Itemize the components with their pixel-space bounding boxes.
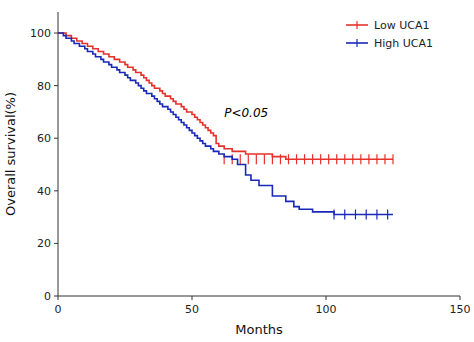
censor-tick xyxy=(344,209,345,219)
censor-tick xyxy=(296,154,297,164)
censor-tick xyxy=(360,154,361,164)
y-axis-line xyxy=(58,12,59,296)
y-tick xyxy=(54,190,58,191)
y-tick xyxy=(54,138,58,139)
annotation: P<0.05 xyxy=(224,106,268,120)
survival-curve xyxy=(58,33,393,159)
censor-tick xyxy=(392,154,393,164)
censor-tick xyxy=(344,154,345,164)
axes: 0 50 100 150 0 20 40 60 80 100 xyxy=(30,12,471,316)
censor-tick xyxy=(280,154,281,164)
y-tick-label: 0 xyxy=(44,290,51,303)
censor-tick xyxy=(288,154,289,164)
x-tick-label: 50 xyxy=(185,303,199,316)
censor-tick xyxy=(376,154,377,164)
censor-tick xyxy=(256,154,257,164)
censor-tick xyxy=(368,154,369,164)
censor-tick xyxy=(333,209,334,219)
censor-tick xyxy=(384,154,385,164)
censor-tick xyxy=(328,154,329,164)
censor-tick xyxy=(352,154,353,164)
y-tick-label: 60 xyxy=(37,132,51,145)
y-tick xyxy=(54,296,58,297)
y-tick-label: 100 xyxy=(30,27,51,40)
x-tick-label: 150 xyxy=(450,303,471,316)
y-axis-label: Overall survival(%) xyxy=(3,92,18,216)
survival-curve xyxy=(58,33,393,214)
censor-tick xyxy=(336,154,337,164)
y-tick-label: 20 xyxy=(37,237,51,250)
censor-tick xyxy=(312,154,313,164)
censor-tick xyxy=(248,154,249,164)
legend-swatch-tick xyxy=(356,39,357,47)
censor-tick xyxy=(272,154,273,164)
censor-tick xyxy=(240,154,241,164)
x-tick xyxy=(58,296,59,300)
x-tick xyxy=(326,296,327,300)
y-tick xyxy=(54,33,58,34)
legend-label: Low UCA1 xyxy=(374,19,429,32)
y-tick xyxy=(54,243,58,244)
censor-tick xyxy=(366,209,367,219)
x-axis-label: Months xyxy=(235,322,283,337)
legend: Low UCA1 High UCA1 xyxy=(346,19,433,50)
y-tick-label: 40 xyxy=(37,185,51,198)
censor-tick xyxy=(376,209,377,219)
y-tick-label: 80 xyxy=(37,80,51,93)
censor-tick xyxy=(304,154,305,164)
x-tick-label: 100 xyxy=(316,303,337,316)
censor-tick xyxy=(355,209,356,219)
x-tick xyxy=(460,296,461,300)
censor-tick xyxy=(387,209,388,219)
legend-label: High UCA1 xyxy=(374,37,433,50)
chart: 0 50 100 150 0 20 40 60 80 100 Months Overall survi… xyxy=(0,0,474,342)
censor-tick xyxy=(264,154,265,164)
x-axis-line xyxy=(58,296,460,297)
legend-swatch-tick xyxy=(356,21,357,29)
y-tick xyxy=(54,85,58,86)
censor-tick xyxy=(320,154,321,164)
x-tick xyxy=(192,296,193,300)
plot-area xyxy=(58,33,393,219)
x-tick-label: 0 xyxy=(55,303,62,316)
